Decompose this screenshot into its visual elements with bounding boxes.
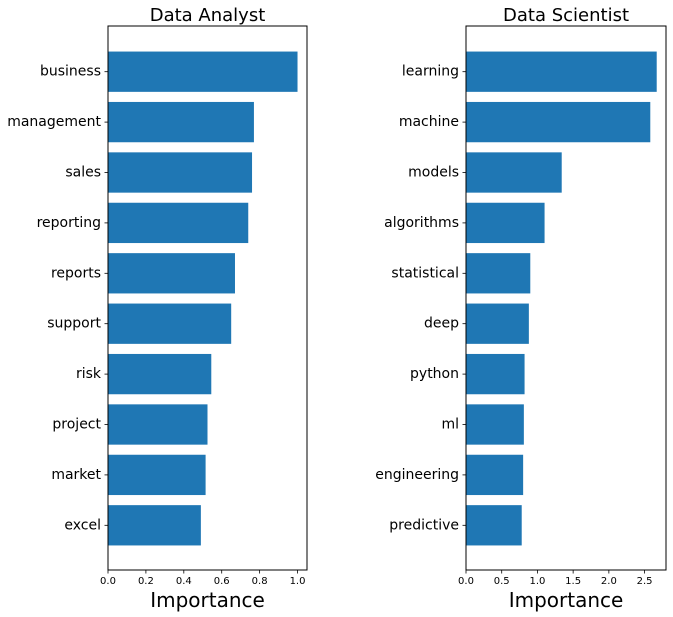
category-label-algorithms: algorithms — [384, 215, 459, 231]
category-label-management: management — [7, 114, 101, 130]
bar-predictive — [466, 505, 522, 546]
category-label-predictive: predictive — [389, 517, 459, 533]
bar-ml — [466, 404, 524, 445]
x-tick-label: 0.4 — [176, 576, 192, 587]
category-label-models: models — [408, 165, 459, 181]
category-label-learning: learning — [402, 64, 459, 80]
bar-business — [108, 51, 298, 92]
axes-frame — [465, 25, 667, 571]
x-tick-label: 0.0 — [458, 576, 474, 587]
category-label-support: support — [47, 316, 101, 332]
category-label-sales: sales — [65, 165, 101, 181]
chart-data-analyst: business management sales reporting reports s… — [7, 5, 308, 612]
x-axis-label: Importance — [509, 588, 624, 612]
bar-reports — [108, 253, 235, 294]
axes-frame — [107, 25, 308, 571]
x-tick-label: 0.8 — [252, 576, 268, 587]
x-tick-label: 1.5 — [565, 576, 581, 587]
bar-support — [108, 303, 232, 344]
bar-models — [466, 152, 562, 193]
category-label-business: business — [40, 64, 101, 80]
bar-management — [108, 101, 254, 143]
chart-title: Data Scientist — [503, 5, 629, 26]
bar-python — [466, 353, 525, 395]
chart-title: Data Analyst — [150, 5, 266, 26]
x-tick-label: 0.6 — [214, 576, 230, 587]
x-tick-label: 1.0 — [529, 576, 545, 587]
category-label-engineering: engineering — [375, 467, 459, 483]
x-tick-label: 0.0 — [100, 576, 116, 587]
category-label-market: market — [51, 467, 101, 483]
bar-learning — [466, 51, 657, 92]
bar-risk — [108, 353, 212, 395]
bar-engineering — [466, 454, 524, 496]
category-label-project: project — [52, 417, 101, 433]
bar-project — [108, 404, 208, 445]
bar-excel — [108, 505, 201, 546]
bar-reporting — [108, 202, 249, 244]
category-label-python: python — [410, 366, 459, 382]
bar-sales — [108, 152, 253, 193]
category-label-risk: risk — [76, 366, 102, 382]
x-tick-label: 2.0 — [601, 576, 617, 587]
bar-deep — [466, 303, 529, 344]
category-label-machine: machine — [399, 114, 459, 130]
category-label-reporting: reporting — [37, 215, 101, 231]
bar-machine — [466, 101, 651, 143]
bar-statistical — [466, 253, 531, 294]
x-tick-label: 2.5 — [637, 576, 653, 587]
x-tick-label: 0.5 — [494, 576, 510, 587]
x-axis-label: Importance — [150, 588, 265, 612]
category-label-deep: deep — [424, 316, 459, 332]
bar-market — [108, 454, 206, 496]
x-tick-label: 0.2 — [138, 576, 154, 587]
category-label-ml: ml — [441, 417, 459, 433]
category-label-reports: reports — [51, 265, 101, 281]
x-tick-label: 1.0 — [290, 576, 306, 587]
bar-algorithms — [466, 202, 545, 244]
chart-data-scientist: learning machine models algorithms statistic… — [375, 5, 667, 612]
category-label-excel: excel — [64, 517, 101, 533]
category-label-statistical: statistical — [391, 265, 459, 281]
